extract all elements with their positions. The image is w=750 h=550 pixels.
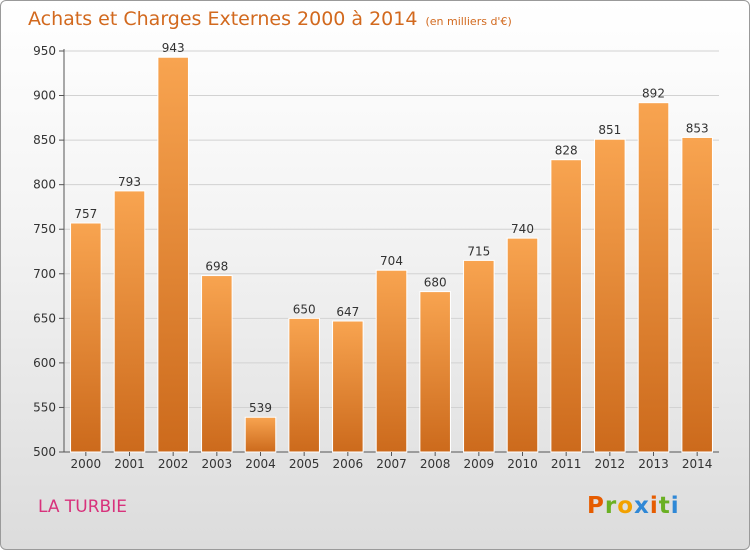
bar <box>681 136 713 453</box>
x-tick-label: 2011 <box>551 457 582 471</box>
x-tick-label: 2004 <box>245 457 276 471</box>
x-tick-label: 2014 <box>682 457 713 471</box>
bar <box>332 320 364 453</box>
x-tick-label: 2006 <box>333 457 364 471</box>
chart-subtitle: (en milliers d'€) <box>425 15 512 28</box>
bar-value-label: 680 <box>424 276 447 290</box>
bar <box>244 416 277 453</box>
x-tick-label: 2007 <box>376 457 407 471</box>
y-tick-label: 750 <box>33 222 56 236</box>
bar <box>157 56 189 453</box>
bar-value-label: 650 <box>293 302 316 316</box>
bar-value-label: 647 <box>336 305 359 319</box>
logo-letter: r <box>604 493 618 519</box>
x-tick-label: 2003 <box>202 457 233 471</box>
bar-value-label: 740 <box>511 222 534 236</box>
bar-value-label: 539 <box>249 401 272 415</box>
logo-letter: t <box>658 493 671 519</box>
y-tick-label: 800 <box>33 178 56 192</box>
logo-letter: P <box>587 493 605 519</box>
y-tick-label: 850 <box>33 133 56 147</box>
bar <box>201 275 233 453</box>
bar <box>375 269 408 453</box>
bar <box>637 102 670 453</box>
x-tick-label: 2010 <box>507 457 538 471</box>
logo-letter: x <box>634 493 650 519</box>
bar <box>419 291 451 453</box>
bar <box>288 317 320 453</box>
y-tick-label: 650 <box>33 311 56 325</box>
bar-value-label: 698 <box>205 260 228 274</box>
bar <box>113 190 146 453</box>
bar <box>594 138 626 453</box>
logo-letter: i <box>670 493 680 519</box>
y-tick-label: 950 <box>33 44 56 58</box>
bar-value-label: 943 <box>162 41 185 55</box>
bar <box>463 259 495 453</box>
bar-value-label: 793 <box>118 175 141 189</box>
bar-value-label: 704 <box>380 254 403 268</box>
x-tick-label: 2002 <box>158 457 189 471</box>
x-tick-label: 2005 <box>289 457 320 471</box>
bar-value-label: 715 <box>467 244 490 258</box>
bar <box>550 159 582 453</box>
bar-value-label: 892 <box>642 87 665 101</box>
chart-title-text: Achats et Charges Externes 2000 à 2014 <box>28 8 418 30</box>
proxiti-logo: Proxiti <box>587 493 680 519</box>
x-tick-label: 2008 <box>420 457 451 471</box>
y-tick-label: 600 <box>33 356 56 370</box>
bar-value-label: 757 <box>74 207 97 221</box>
y-tick-label: 700 <box>33 267 56 281</box>
x-tick-label: 2009 <box>464 457 495 471</box>
logo-letter: o <box>617 493 635 519</box>
x-tick-label: 2000 <box>71 457 102 471</box>
x-tick-label: 2013 <box>638 457 669 471</box>
bar-value-label: 851 <box>598 123 621 137</box>
place-name: LA TURBIE <box>38 497 127 517</box>
logo-letter: i <box>649 493 659 519</box>
bar-value-label: 853 <box>686 121 709 135</box>
chart-title: Achats et Charges Externes 2000 à 2014 (e… <box>28 8 512 30</box>
x-tick-label: 2012 <box>595 457 626 471</box>
y-tick-label: 500 <box>33 445 56 459</box>
y-tick-label: 900 <box>33 89 56 103</box>
bar <box>506 237 539 453</box>
bar-value-label: 828 <box>555 144 578 158</box>
y-tick-label: 550 <box>33 400 56 414</box>
bar <box>70 222 102 453</box>
x-tick-label: 2001 <box>114 457 145 471</box>
